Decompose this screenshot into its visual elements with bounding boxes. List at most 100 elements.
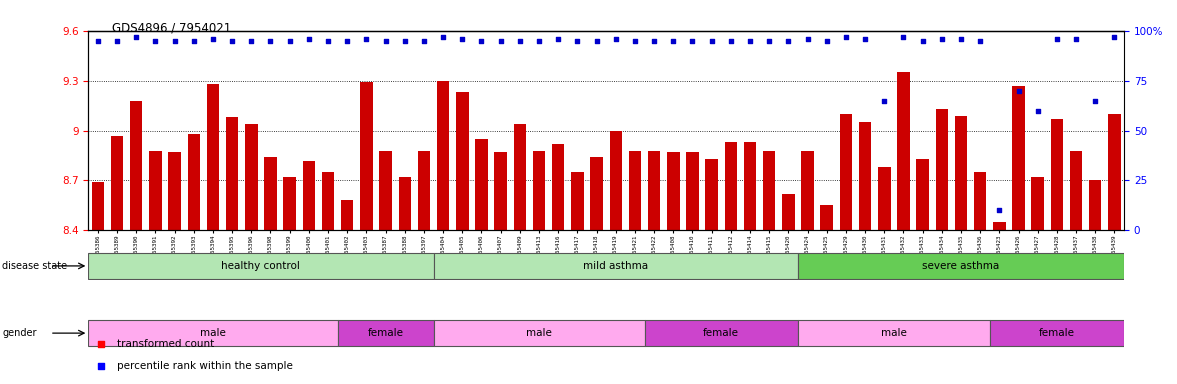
Point — [1029, 108, 1048, 114]
Point — [1009, 88, 1028, 94]
Point — [856, 36, 875, 42]
Point — [299, 36, 318, 42]
Bar — [705, 159, 718, 230]
Point — [107, 38, 126, 44]
Bar — [187, 134, 200, 230]
Bar — [418, 151, 430, 230]
Point — [338, 38, 357, 44]
Point — [1048, 36, 1066, 42]
Bar — [111, 136, 124, 230]
Bar — [725, 142, 737, 230]
Point — [971, 38, 990, 44]
Point — [722, 38, 740, 44]
Bar — [552, 144, 565, 230]
Bar — [1012, 86, 1025, 230]
Point — [433, 34, 452, 40]
Bar — [433, 253, 798, 279]
Point — [511, 38, 530, 44]
Point — [837, 34, 856, 40]
Bar — [571, 172, 584, 230]
Bar — [839, 114, 852, 230]
Bar — [433, 320, 645, 346]
Bar — [92, 182, 104, 230]
Bar — [744, 142, 757, 230]
Point — [740, 38, 759, 44]
Bar — [667, 152, 679, 230]
Bar — [168, 152, 181, 230]
Text: female: female — [703, 328, 739, 338]
Bar — [1070, 151, 1083, 230]
Point — [703, 38, 722, 44]
Bar — [820, 205, 833, 230]
Bar — [284, 177, 295, 230]
Bar — [399, 177, 411, 230]
Bar — [686, 152, 699, 230]
Point — [472, 38, 491, 44]
Text: male: male — [526, 328, 552, 338]
Point — [951, 36, 970, 42]
Point — [414, 38, 433, 44]
Point — [1086, 98, 1105, 104]
Point — [165, 38, 184, 44]
Point — [280, 38, 299, 44]
Bar — [955, 116, 967, 230]
Point — [453, 36, 472, 42]
Bar — [897, 72, 910, 230]
Point — [530, 38, 548, 44]
Bar — [1089, 180, 1102, 230]
Point — [664, 38, 683, 44]
Bar — [783, 194, 794, 230]
Text: healthy control: healthy control — [221, 261, 300, 271]
Text: GDS4896 / 7954021: GDS4896 / 7954021 — [112, 21, 231, 34]
Point — [127, 34, 146, 40]
Bar — [379, 151, 392, 230]
Point — [895, 34, 913, 40]
Text: percentile rank within the sample: percentile rank within the sample — [117, 361, 293, 371]
Bar — [973, 172, 986, 230]
Point — [875, 98, 893, 104]
Bar — [629, 151, 641, 230]
Bar — [338, 320, 433, 346]
Bar — [437, 81, 450, 230]
Point — [185, 38, 204, 44]
Text: female: female — [367, 328, 404, 338]
Point — [261, 38, 280, 44]
Point — [645, 38, 664, 44]
Bar — [1109, 114, 1121, 230]
Text: gender: gender — [2, 328, 36, 338]
Point — [683, 38, 701, 44]
Bar — [1051, 119, 1063, 230]
Point — [760, 38, 779, 44]
Bar — [993, 222, 1005, 230]
Point — [932, 36, 951, 42]
Point — [92, 363, 111, 369]
Point — [242, 38, 261, 44]
Text: mild asthma: mild asthma — [583, 261, 649, 271]
Text: severe asthma: severe asthma — [923, 261, 999, 271]
Bar — [245, 124, 258, 230]
Bar — [878, 167, 891, 230]
Bar — [1031, 177, 1044, 230]
Point — [548, 36, 567, 42]
Point — [779, 38, 798, 44]
Bar — [763, 151, 776, 230]
Bar — [533, 151, 545, 230]
Point — [491, 38, 510, 44]
Bar — [476, 139, 487, 230]
Text: male: male — [200, 328, 226, 338]
Point — [625, 38, 644, 44]
Text: disease state: disease state — [2, 261, 67, 271]
Point — [568, 38, 587, 44]
Point — [146, 38, 165, 44]
Bar — [798, 253, 1124, 279]
Bar — [917, 159, 929, 230]
Bar — [455, 92, 468, 230]
Bar — [591, 157, 603, 230]
Text: male: male — [880, 328, 906, 338]
Point — [817, 38, 836, 44]
Point — [377, 38, 395, 44]
Point — [92, 341, 111, 347]
Bar — [647, 151, 660, 230]
Bar — [802, 151, 813, 230]
Bar — [341, 200, 353, 230]
